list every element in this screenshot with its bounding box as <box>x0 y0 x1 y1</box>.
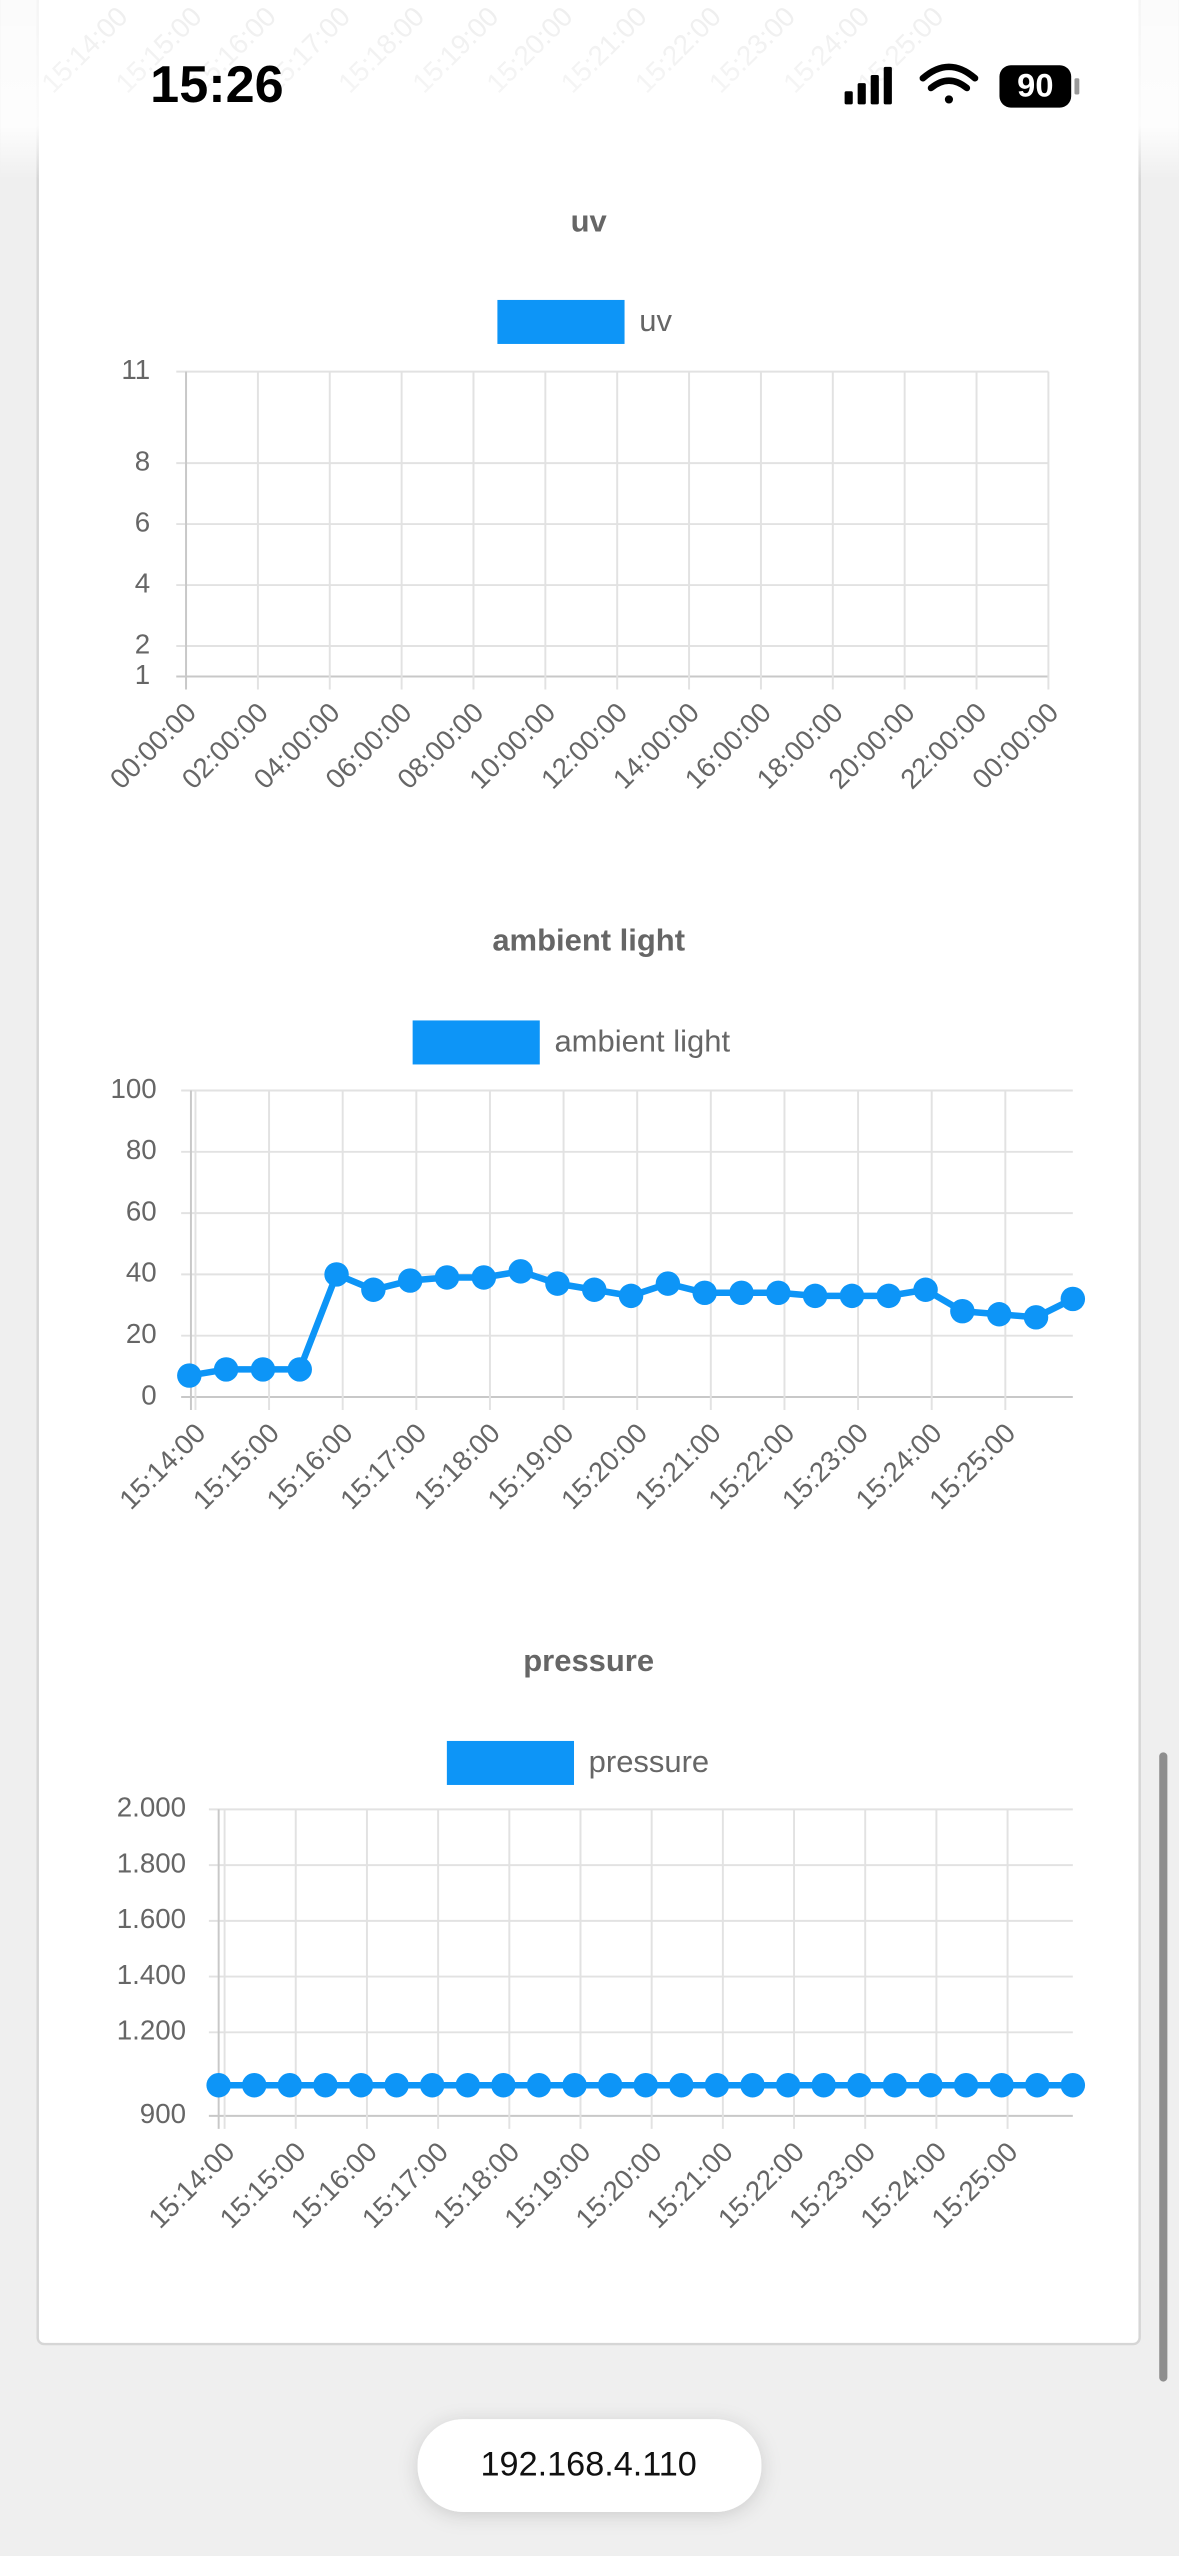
chart-title: ambient light <box>492 922 685 957</box>
point <box>633 2073 658 2098</box>
point <box>277 2073 303 2098</box>
point <box>419 2073 445 2098</box>
point <box>986 1302 1012 1327</box>
legend-label: uv <box>639 303 672 338</box>
y-tick-label: 1.600 <box>117 1903 186 1934</box>
point <box>177 1363 202 1388</box>
point <box>740 2073 765 2098</box>
point <box>582 1277 607 1302</box>
y-tick-label: 6 <box>135 506 150 537</box>
y-tick-label: 0 <box>141 1379 156 1410</box>
legend-label: pressure <box>589 1744 710 1779</box>
point <box>618 1283 644 1309</box>
point <box>1025 2073 1050 2098</box>
wifi-icon <box>919 63 979 104</box>
y-tick-label: 2.000 <box>117 1792 186 1823</box>
y-tick-label: 1.800 <box>117 1847 186 1878</box>
point <box>876 1283 901 1309</box>
legend-swatch <box>412 1020 540 1065</box>
y-tick-label: 900 <box>140 2098 186 2129</box>
point <box>471 1265 497 1290</box>
point <box>361 1277 386 1302</box>
point <box>324 1262 349 1287</box>
point <box>704 2073 730 2098</box>
y-tick-label: 1.400 <box>117 1959 186 1990</box>
battery-level: 90 <box>1017 67 1053 104</box>
card <box>36 0 1141 2346</box>
point <box>802 1283 828 1309</box>
legend-swatch <box>497 299 625 344</box>
point <box>655 1271 681 1296</box>
point <box>953 2073 979 2098</box>
point <box>1023 1305 1049 1330</box>
battery <box>999 65 1072 108</box>
point <box>811 2073 836 2098</box>
point <box>313 2073 338 2098</box>
chart-title: uv <box>571 204 608 239</box>
point <box>766 1280 791 1306</box>
point <box>250 1357 276 1382</box>
point <box>918 2073 943 2098</box>
y-tick-label: 11 <box>121 354 150 385</box>
y-tick-label: 80 <box>126 1134 157 1165</box>
point <box>882 2073 908 2098</box>
point <box>455 2073 481 2098</box>
point <box>526 2073 552 2098</box>
point <box>545 1271 570 1296</box>
point <box>384 2073 409 2098</box>
legend-label: ambient light <box>554 1023 730 1058</box>
point <box>597 2073 623 2098</box>
y-tick-label: 60 <box>126 1195 157 1226</box>
point <box>491 2073 516 2098</box>
y-tick-label: 40 <box>126 1257 157 1288</box>
point <box>213 1357 239 1382</box>
signal-icon <box>844 66 892 105</box>
point <box>913 1277 938 1302</box>
url: 192.168.4.110 <box>481 2445 697 2483</box>
y-tick-label: 1 <box>135 659 150 690</box>
point <box>242 2073 267 2098</box>
point <box>847 2073 872 2098</box>
status-bar-bg <box>0 0 1179 180</box>
point <box>989 2073 1014 2098</box>
point <box>562 2073 587 2098</box>
point <box>950 1298 975 1324</box>
y-tick-label: 1.200 <box>117 2015 186 2046</box>
point <box>434 1265 460 1290</box>
clock: 15:26 <box>150 56 283 114</box>
point <box>206 2073 231 2098</box>
y-tick-label: 8 <box>135 445 150 476</box>
point <box>508 1259 533 1284</box>
point <box>287 1357 312 1382</box>
battery-cap <box>1074 78 1080 95</box>
point <box>839 1283 865 1309</box>
y-tick-label: 2 <box>135 628 150 659</box>
y-tick-label: 4 <box>135 567 150 598</box>
scrollbar <box>1159 1752 1168 2382</box>
legend-swatch <box>446 1740 575 1785</box>
y-tick-label: 100 <box>110 1073 156 1104</box>
point <box>775 2073 801 2098</box>
chart-title: pressure <box>523 1643 654 1678</box>
point <box>729 1280 754 1306</box>
point <box>1060 2073 1086 2098</box>
point <box>669 2073 694 2098</box>
y-tick-label: 20 <box>126 1318 157 1349</box>
point <box>1060 1286 1086 1312</box>
point <box>348 2073 374 2098</box>
url-bar[interactable] <box>417 2419 762 2512</box>
point <box>397 1268 423 1293</box>
point <box>692 1280 717 1306</box>
